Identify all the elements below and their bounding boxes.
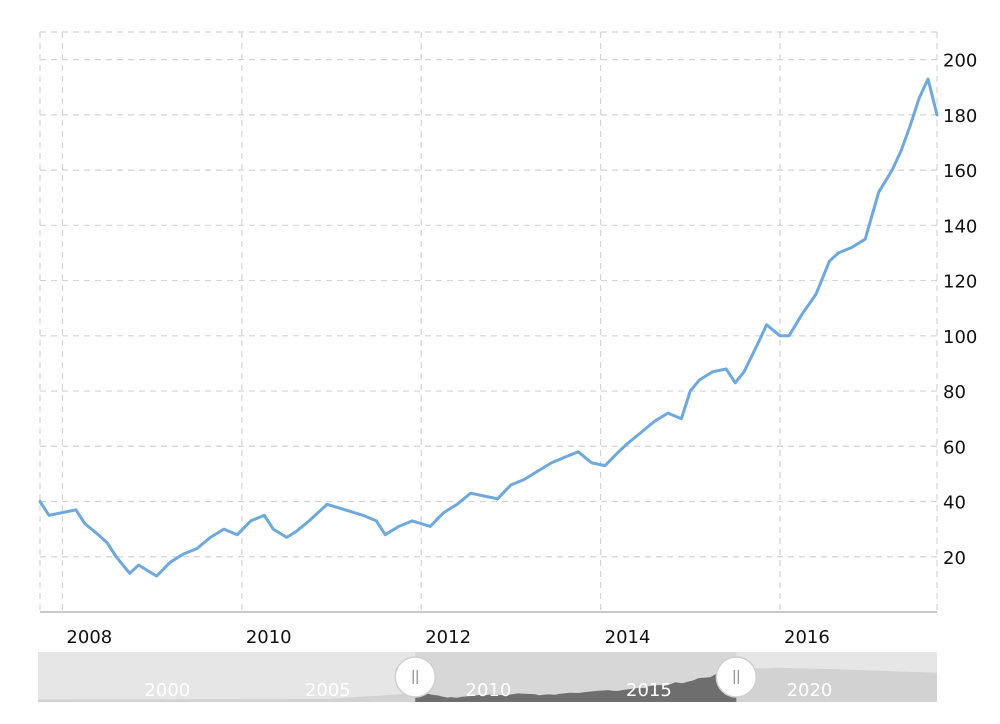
y-tick-label: 160	[943, 161, 977, 182]
handle-circle[interactable]	[394, 656, 437, 698]
navigator-right-handle[interactable]	[715, 656, 758, 698]
navigator-left-handle[interactable]	[394, 656, 437, 698]
range-navigator[interactable]: 2000 2005 2010 2015 2020	[38, 652, 937, 702]
x-tick-label: 2008	[66, 627, 112, 648]
y-tick-label: 140	[943, 216, 977, 237]
x-tick-label: 2014	[605, 627, 651, 648]
navigator-year-label: 2015	[626, 680, 672, 701]
axes: 20 40 60 80 100 120 140 160 180 200 2008 2010 2012 20…	[40, 51, 977, 648]
series-layer	[38, 77, 939, 578]
x-tick-label: 2010	[246, 627, 292, 648]
x-tick-label: 2012	[425, 627, 471, 648]
grid	[39, 31, 938, 612]
y-tick-label: 60	[943, 437, 966, 458]
y-tick-label: 20	[943, 548, 966, 569]
navigator-selected-area	[415, 667, 737, 702]
y-tick-label: 40	[943, 493, 966, 514]
navigator-year-label: 2000	[144, 680, 190, 701]
y-tick-label: 180	[943, 106, 977, 127]
navigator-year-label: 2020	[787, 680, 833, 701]
y-tick-label: 200	[943, 51, 977, 72]
navigator-year-label: 2005	[305, 680, 351, 701]
navigator-year-label: 2010	[466, 680, 512, 701]
y-tick-label: 120	[943, 272, 977, 293]
x-tick-label: 2016	[784, 627, 830, 648]
handle-circle[interactable]	[715, 656, 758, 698]
y-tick-label: 100	[943, 327, 977, 348]
price-line	[38, 77, 939, 578]
y-tick-label: 80	[943, 382, 966, 403]
